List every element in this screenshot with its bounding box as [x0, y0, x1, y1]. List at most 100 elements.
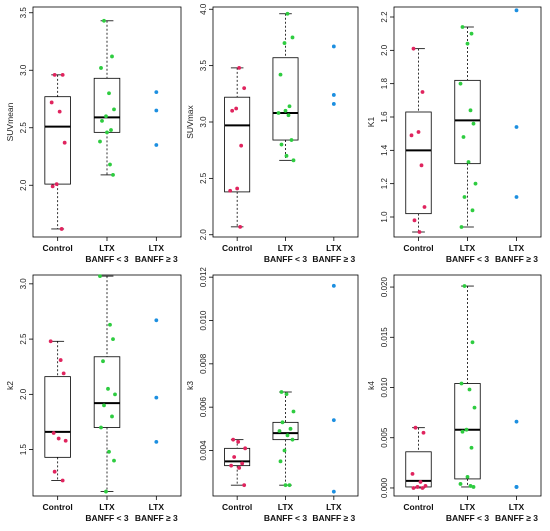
data-point-group-2: [290, 35, 295, 40]
data-point-group-2: [290, 437, 295, 442]
y-tick-label: 0.015: [380, 327, 389, 348]
data-point-group-1: [243, 446, 248, 451]
data-point-group-2: [111, 337, 115, 341]
data-point-group-3: [331, 418, 336, 423]
box-iqr: [272, 57, 299, 141]
data-point-group-2: [283, 108, 288, 113]
data-point-group-2: [112, 107, 116, 112]
data-point-group-3: [154, 395, 159, 400]
x-category-label: LTX: [278, 243, 294, 253]
x-category-label: Control: [222, 502, 252, 512]
x-category-label: BANFF < 3: [85, 254, 128, 264]
y-tick-label: 1.0: [380, 211, 389, 223]
data-point-group-2: [107, 449, 111, 454]
x-category-label: LTX: [326, 243, 342, 253]
data-point-group-1: [232, 455, 237, 459]
data-point-group-2: [287, 104, 292, 109]
data-point-group-2: [471, 485, 476, 489]
y-tick-label: 2.0: [19, 179, 28, 191]
box-iqr: [272, 421, 299, 441]
box-iqr: [454, 79, 481, 165]
data-point-group-2: [466, 160, 471, 164]
data-point-group-2: [469, 445, 474, 450]
x-category-label: BANFF < 3: [264, 513, 307, 523]
data-point-group-2: [458, 482, 463, 486]
y-tick-label: 2.0: [19, 388, 28, 400]
x-category-label: BANFF ≥ 3: [495, 513, 538, 523]
x-category-label: LTX: [278, 502, 294, 512]
data-point-group-1: [63, 438, 68, 443]
data-point-group-2: [462, 195, 467, 199]
data-point-group-2: [283, 483, 288, 488]
data-point-group-1: [228, 188, 233, 193]
data-point-group-2: [278, 72, 283, 77]
box-iqr: [44, 376, 71, 458]
data-point-group-2: [284, 392, 289, 397]
data-point-group-2: [276, 111, 281, 115]
data-point-group-1: [50, 184, 55, 189]
y-tick-label: 4.0: [199, 3, 208, 15]
x-category-label: BANFF ≥ 3: [312, 513, 355, 523]
data-point-group-1: [413, 425, 418, 430]
box-iqr: [405, 111, 432, 215]
data-point-group-2: [473, 181, 478, 186]
x-category-label: Control: [222, 243, 252, 253]
data-point-group-1: [54, 182, 59, 187]
y-axis-label: SUVmax: [185, 104, 195, 138]
y-tick-label: 0.020: [380, 276, 389, 297]
data-point-group-2: [286, 113, 291, 118]
data-point-group-2: [112, 458, 116, 463]
data-point-group-2: [104, 489, 108, 494]
data-point-group-1: [60, 478, 65, 483]
data-point-group-3: [331, 44, 336, 49]
data-point-group-3: [331, 283, 336, 288]
data-point-group-1: [242, 86, 247, 91]
data-point-group-1: [409, 133, 414, 138]
data-point-group-2: [470, 340, 475, 345]
data-point-group-3: [514, 8, 519, 13]
x-category-label: BANFF < 3: [446, 254, 489, 264]
y-tick-label: 0.008: [199, 353, 208, 374]
data-point-group-2: [461, 135, 466, 139]
data-point-group-2: [287, 483, 292, 488]
y-tick-label: 3.5: [19, 7, 28, 19]
data-point-group-2: [99, 425, 103, 430]
data-point-group-1: [416, 130, 421, 134]
data-point-group-2: [462, 284, 467, 288]
data-point-group-2: [107, 91, 111, 96]
data-point-group-1: [410, 472, 415, 476]
data-point-group-2: [110, 414, 114, 419]
box-iqr: [93, 77, 121, 133]
data-point-group-2: [109, 128, 113, 132]
data-point-group-3: [154, 439, 159, 444]
data-point-group-3: [154, 108, 159, 113]
x-category-label: BANFF ≥ 3: [495, 254, 538, 264]
data-point-group-2: [105, 130, 109, 135]
plot-frame: [212, 274, 359, 497]
data-point-group-1: [415, 485, 420, 489]
y-axis-label: k3: [185, 381, 195, 390]
data-point-group-2: [291, 409, 296, 414]
data-point-group-3: [154, 90, 159, 94]
data-point-group-1: [234, 106, 239, 111]
data-point-group-2: [469, 31, 474, 36]
x-category-label: BANFF ≥ 3: [135, 513, 178, 523]
y-tick-label: 2.5: [19, 333, 28, 345]
data-point-group-1: [422, 205, 427, 209]
y-axis-label: k4: [366, 381, 376, 390]
data-point-group-2: [282, 448, 287, 453]
y-tick-label: 3.5: [199, 60, 208, 72]
x-category-label: LTX: [460, 243, 476, 253]
data-point-group-2: [111, 173, 115, 177]
data-point-group-2: [277, 429, 282, 433]
data-point-group-2: [106, 386, 110, 391]
x-category-label: Control: [43, 243, 73, 253]
data-point-group-2: [471, 121, 476, 126]
box-iqr: [93, 356, 121, 428]
data-point-group-1: [235, 186, 240, 191]
data-point-group-1: [423, 484, 428, 488]
data-point-group-1: [52, 72, 57, 77]
data-point-group-1: [421, 430, 426, 435]
